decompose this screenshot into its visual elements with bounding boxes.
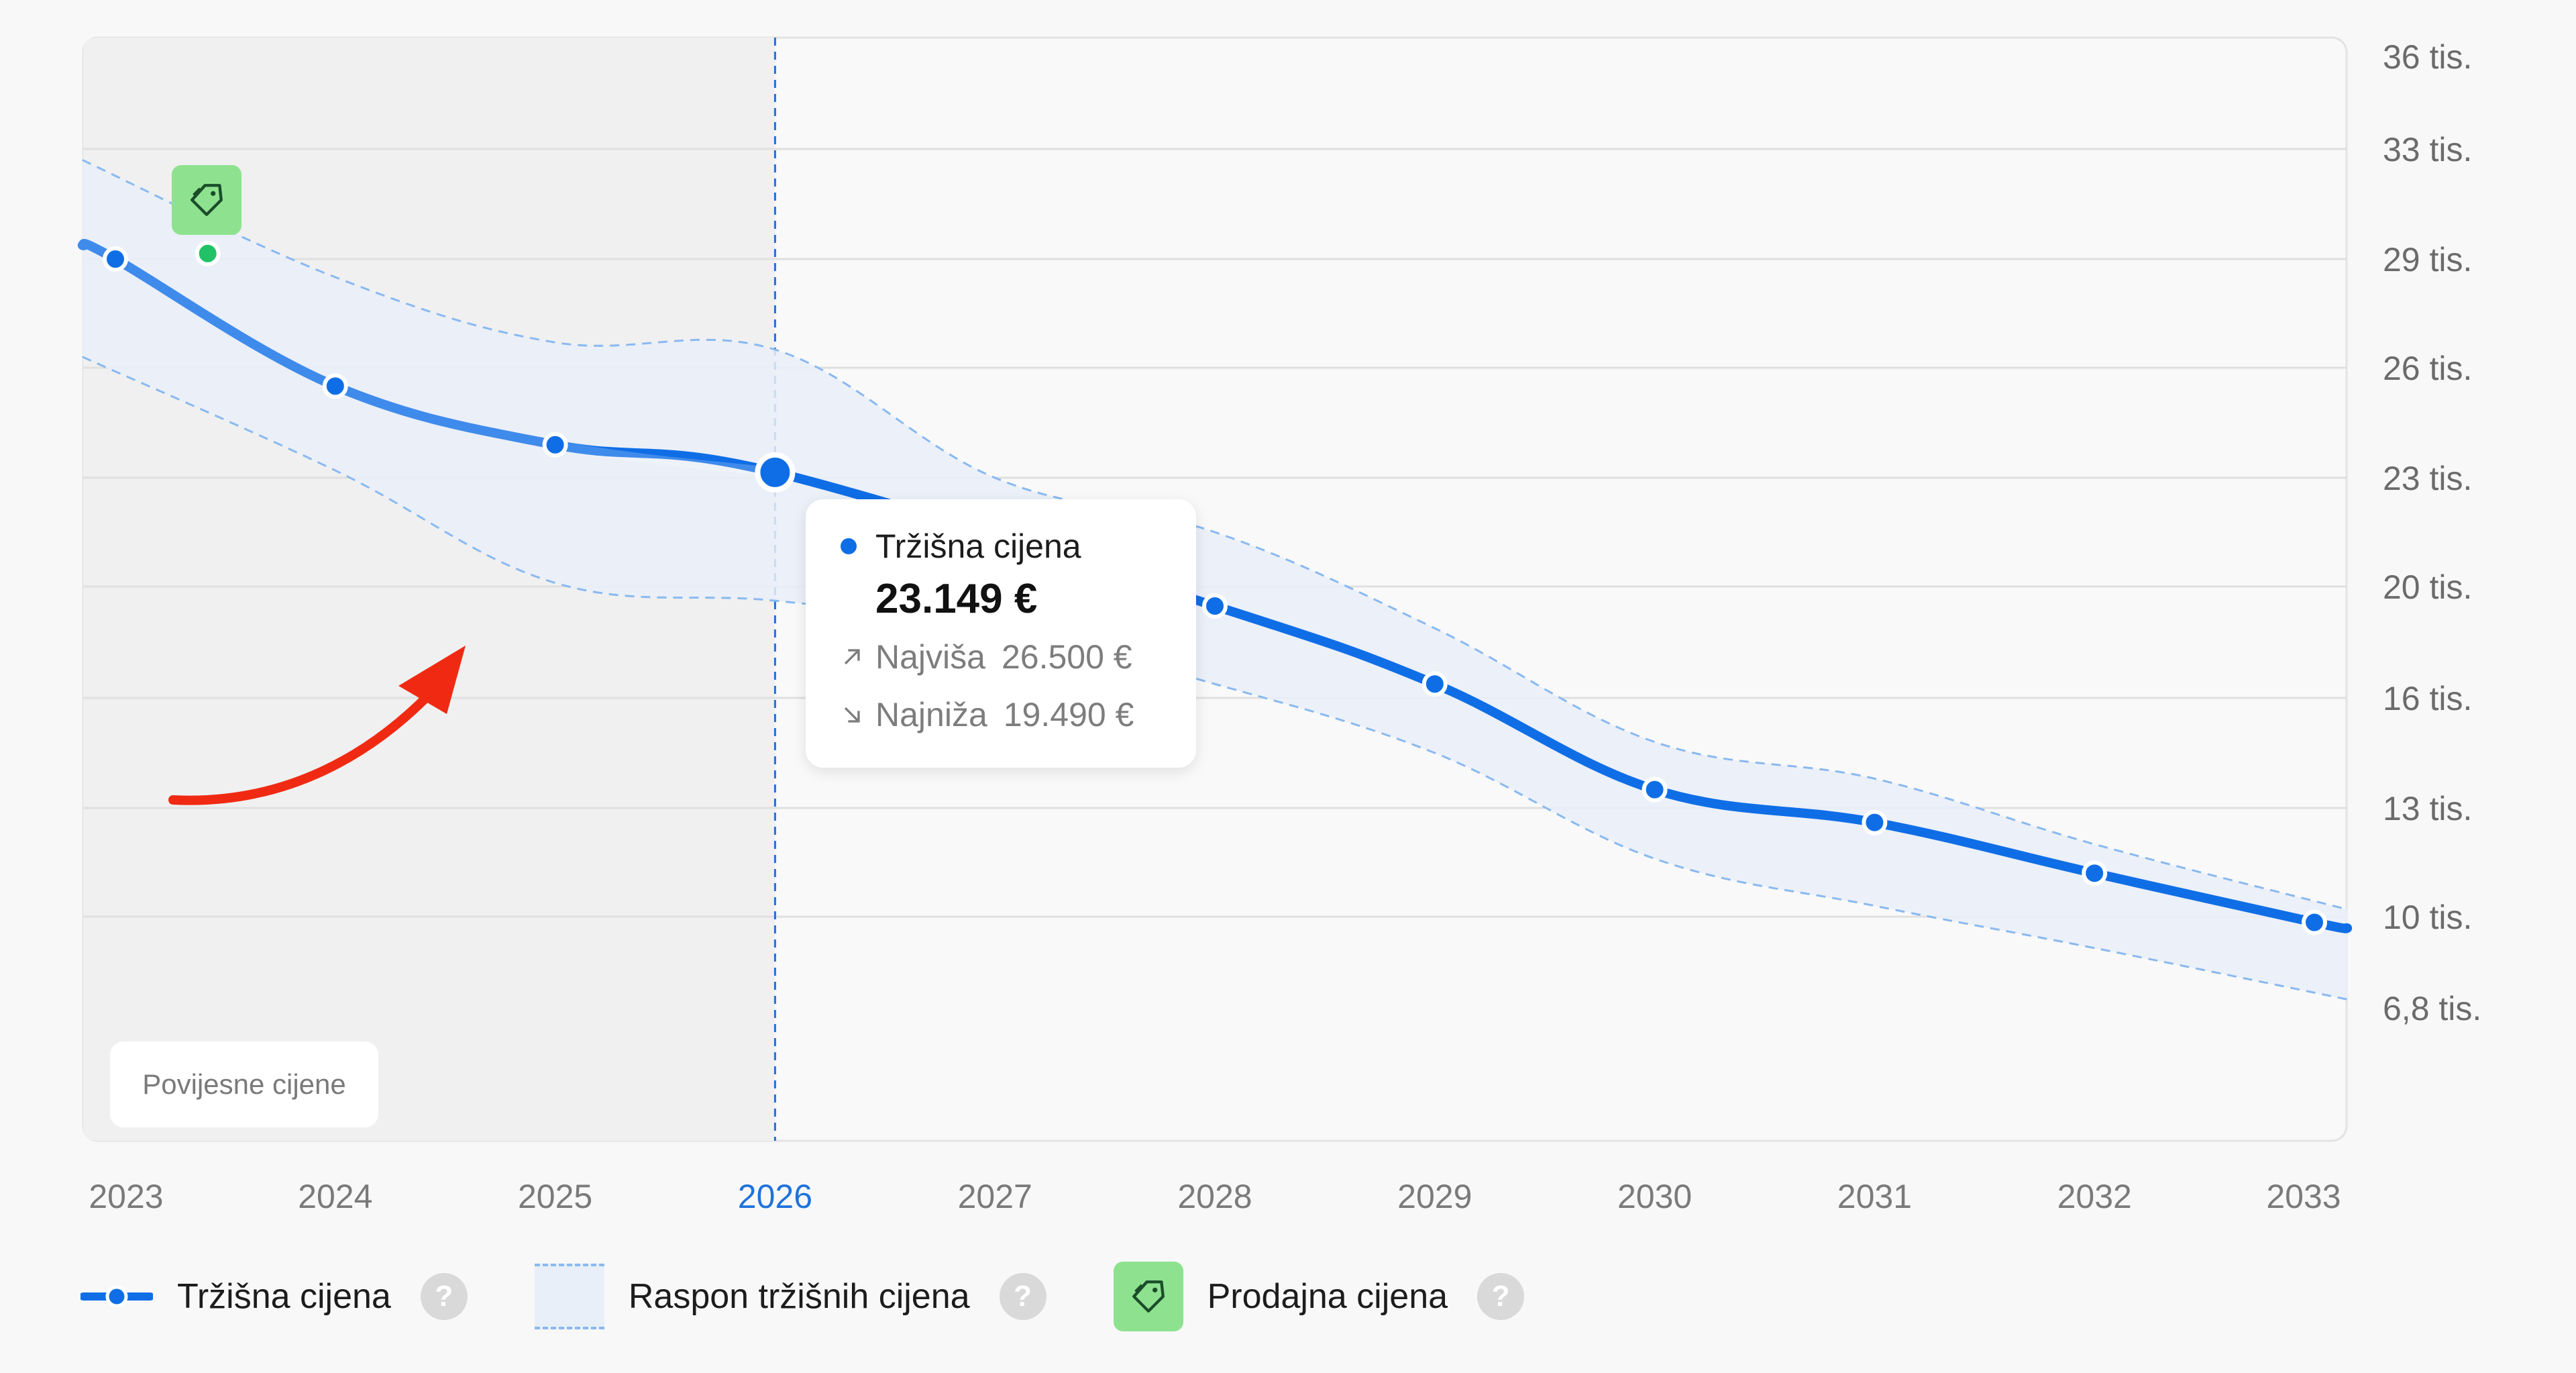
price-tooltip: Tržišna cijena 23.149 € Najviša 26.500 €… bbox=[806, 499, 1196, 768]
market-price-point[interactable] bbox=[1202, 593, 1228, 619]
legend-label-price-range: Raspon tržišnih cijena bbox=[628, 1277, 970, 1316]
legend-range-swatch bbox=[534, 1264, 604, 1329]
x-tick-label: 2029 bbox=[1397, 1178, 1472, 1215]
y-tick-label: 23 tis. bbox=[2383, 460, 2472, 497]
y-tick-label: 33 tis. bbox=[2383, 131, 2472, 168]
y-tick-label: 16 tis. bbox=[2383, 680, 2472, 717]
annotation-arrow-head bbox=[398, 646, 466, 714]
legend-item-price-range[interactable]: Raspon tržišnih cijena ? bbox=[534, 1264, 1046, 1329]
market-price-point[interactable] bbox=[1642, 776, 1668, 803]
legend-label-sale-price: Prodajna cijena bbox=[1207, 1277, 1448, 1316]
x-tick-label: 2031 bbox=[1837, 1178, 1912, 1215]
price-tag-glyph bbox=[191, 184, 223, 216]
annotation-arrow-icon bbox=[168, 666, 455, 805]
x-tick-label: 2025 bbox=[518, 1178, 592, 1215]
y-tick-label: 13 tis. bbox=[2383, 790, 2472, 827]
price-tag-icon[interactable] bbox=[172, 165, 241, 235]
question-mark-icon[interactable]: ? bbox=[420, 1273, 468, 1320]
y-tick-label: 26 tis. bbox=[2383, 350, 2472, 387]
legend-label-market-price: Tržišna cijena bbox=[177, 1277, 391, 1316]
x-tick-label: 2033 bbox=[2266, 1178, 2341, 1215]
market-price-point[interactable] bbox=[2082, 860, 2108, 886]
legend-item-sale-price[interactable]: Prodajna cijena ? bbox=[1113, 1262, 1525, 1331]
x-tick-label: 2028 bbox=[1177, 1178, 1252, 1215]
x-tick-label: 2026 bbox=[738, 1178, 812, 1215]
x-tick-label: 2024 bbox=[298, 1178, 372, 1215]
tooltip-series-dot bbox=[841, 538, 857, 554]
price-range-band bbox=[82, 160, 2348, 1000]
y-tick-label: 10 tis. bbox=[2383, 899, 2472, 936]
market-price-point[interactable] bbox=[1862, 809, 1888, 835]
arrow-up-right-icon bbox=[841, 646, 875, 668]
market-price-point[interactable] bbox=[2302, 909, 2327, 935]
question-mark-icon[interactable]: ? bbox=[999, 1273, 1046, 1320]
y-tick-label: 29 tis. bbox=[2383, 241, 2472, 278]
tooltip-value: 23.149 € bbox=[875, 576, 1038, 622]
market-price-point[interactable] bbox=[103, 246, 128, 272]
tooltip-high-row: Najviša 26.500 € bbox=[841, 628, 1173, 686]
tooltip-title: Tržišna cijena bbox=[875, 527, 1081, 565]
x-tick-label: 2023 bbox=[89, 1178, 163, 1215]
tooltip-low-label: Najniža bbox=[875, 696, 987, 733]
price-range-upper bbox=[82, 159, 2348, 911]
market-price-point[interactable] bbox=[755, 452, 796, 493]
x-tick-label: 2030 bbox=[1617, 1178, 1692, 1215]
market-price-point[interactable] bbox=[542, 431, 568, 458]
sale-price-point[interactable] bbox=[195, 240, 221, 266]
y-tick-label: 36 tis. bbox=[2383, 38, 2472, 76]
tooltip-high-value: 26.500 € bbox=[1001, 638, 1132, 676]
arrow-down-right-icon bbox=[841, 703, 875, 726]
y-tick-label: 6,8 tis. bbox=[2383, 990, 2481, 1027]
y-tick-label: 20 tis. bbox=[2383, 568, 2472, 606]
tooltip-high-label: Najviša bbox=[875, 638, 985, 676]
x-tick-label: 2027 bbox=[958, 1178, 1032, 1215]
legend-item-market-price[interactable]: Tržišna cijena ? bbox=[80, 1273, 468, 1320]
price-range-lower bbox=[82, 356, 2348, 1001]
price-tag-icon bbox=[1113, 1262, 1183, 1331]
market-price-point[interactable] bbox=[1421, 671, 1448, 697]
chart-legend: Tržišna cijena ? Raspon tržišnih cijena … bbox=[80, 1255, 1591, 1338]
market-price-point[interactable] bbox=[322, 373, 348, 399]
historical-prices-badge: Povijesne cijene bbox=[110, 1041, 378, 1127]
tooltip-low-row: Najniža 19.490 € bbox=[841, 686, 1173, 744]
question-mark-icon[interactable]: ? bbox=[1477, 1273, 1525, 1320]
x-tick-label: 2032 bbox=[2057, 1178, 2132, 1215]
legend-line-swatch bbox=[80, 1285, 153, 1308]
tooltip-low-value: 19.490 € bbox=[1003, 696, 1134, 733]
